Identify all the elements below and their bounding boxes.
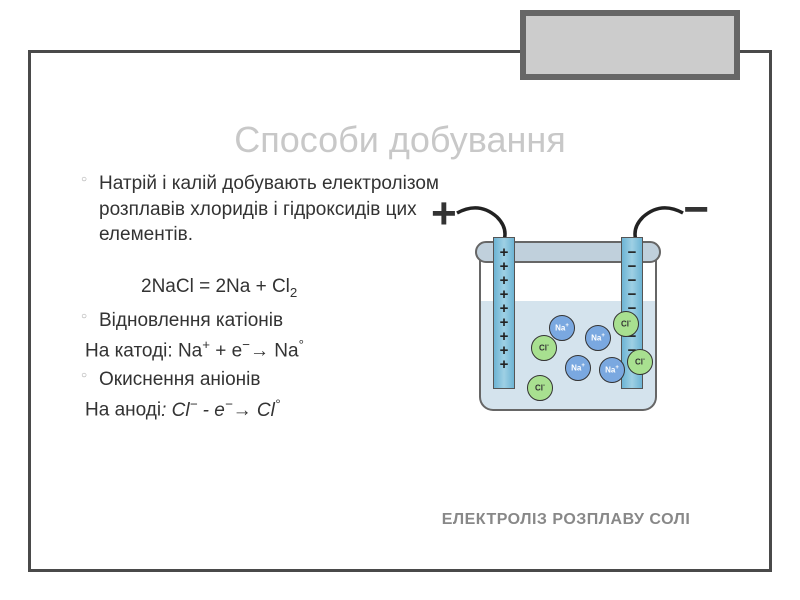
cl-ion: Cl- <box>531 335 557 361</box>
main-equation: 2NaCl = 2Na + Cl2 <box>81 276 441 300</box>
diagram-caption: ЕЛЕКТРОЛІЗ РОЗПЛАВУ СОЛІ <box>421 511 711 529</box>
electrolysis-diagram: + − +++++++++ −−−−−−−−− Na+Na+Na+Na+Cl-C… <box>421 183 711 483</box>
na-ion: Na+ <box>585 325 611 351</box>
na-ion: Na+ <box>599 357 625 383</box>
description: Натрій і калій добувають електролізом ро… <box>81 171 441 248</box>
cl-ion: Cl- <box>613 311 639 337</box>
cl-ion: Cl- <box>627 349 653 375</box>
na-ion: Na+ <box>549 315 575 341</box>
header-decorative-box <box>520 10 740 80</box>
cations-heading: Відновлення катіонів <box>81 308 441 334</box>
na-ion: Na+ <box>565 355 591 381</box>
slide-frame: Способи добування Натрій і калій добуваю… <box>28 50 772 572</box>
anions-heading: Окиснення аніонів <box>81 367 441 393</box>
anode-charges: +++++++++ <box>494 246 514 372</box>
slide-title: Способи добування <box>31 119 769 161</box>
cathode-reaction: На катоді: Na+ + e−→ Na° <box>81 337 441 362</box>
anode-electrode: +++++++++ <box>493 237 515 389</box>
cl-ion: Cl- <box>527 375 553 401</box>
anode-reaction: На аноді: Cl− - e−→ Cl° <box>81 396 441 421</box>
cathode-minus-sign: − <box>683 185 709 235</box>
anode-plus-sign: + <box>431 189 457 239</box>
electrolysis-beaker: +++++++++ −−−−−−−−− Na+Na+Na+Na+Cl-Cl-Cl… <box>479 241 657 411</box>
text-content: Натрій і калій добувають електролізом ро… <box>81 171 441 426</box>
